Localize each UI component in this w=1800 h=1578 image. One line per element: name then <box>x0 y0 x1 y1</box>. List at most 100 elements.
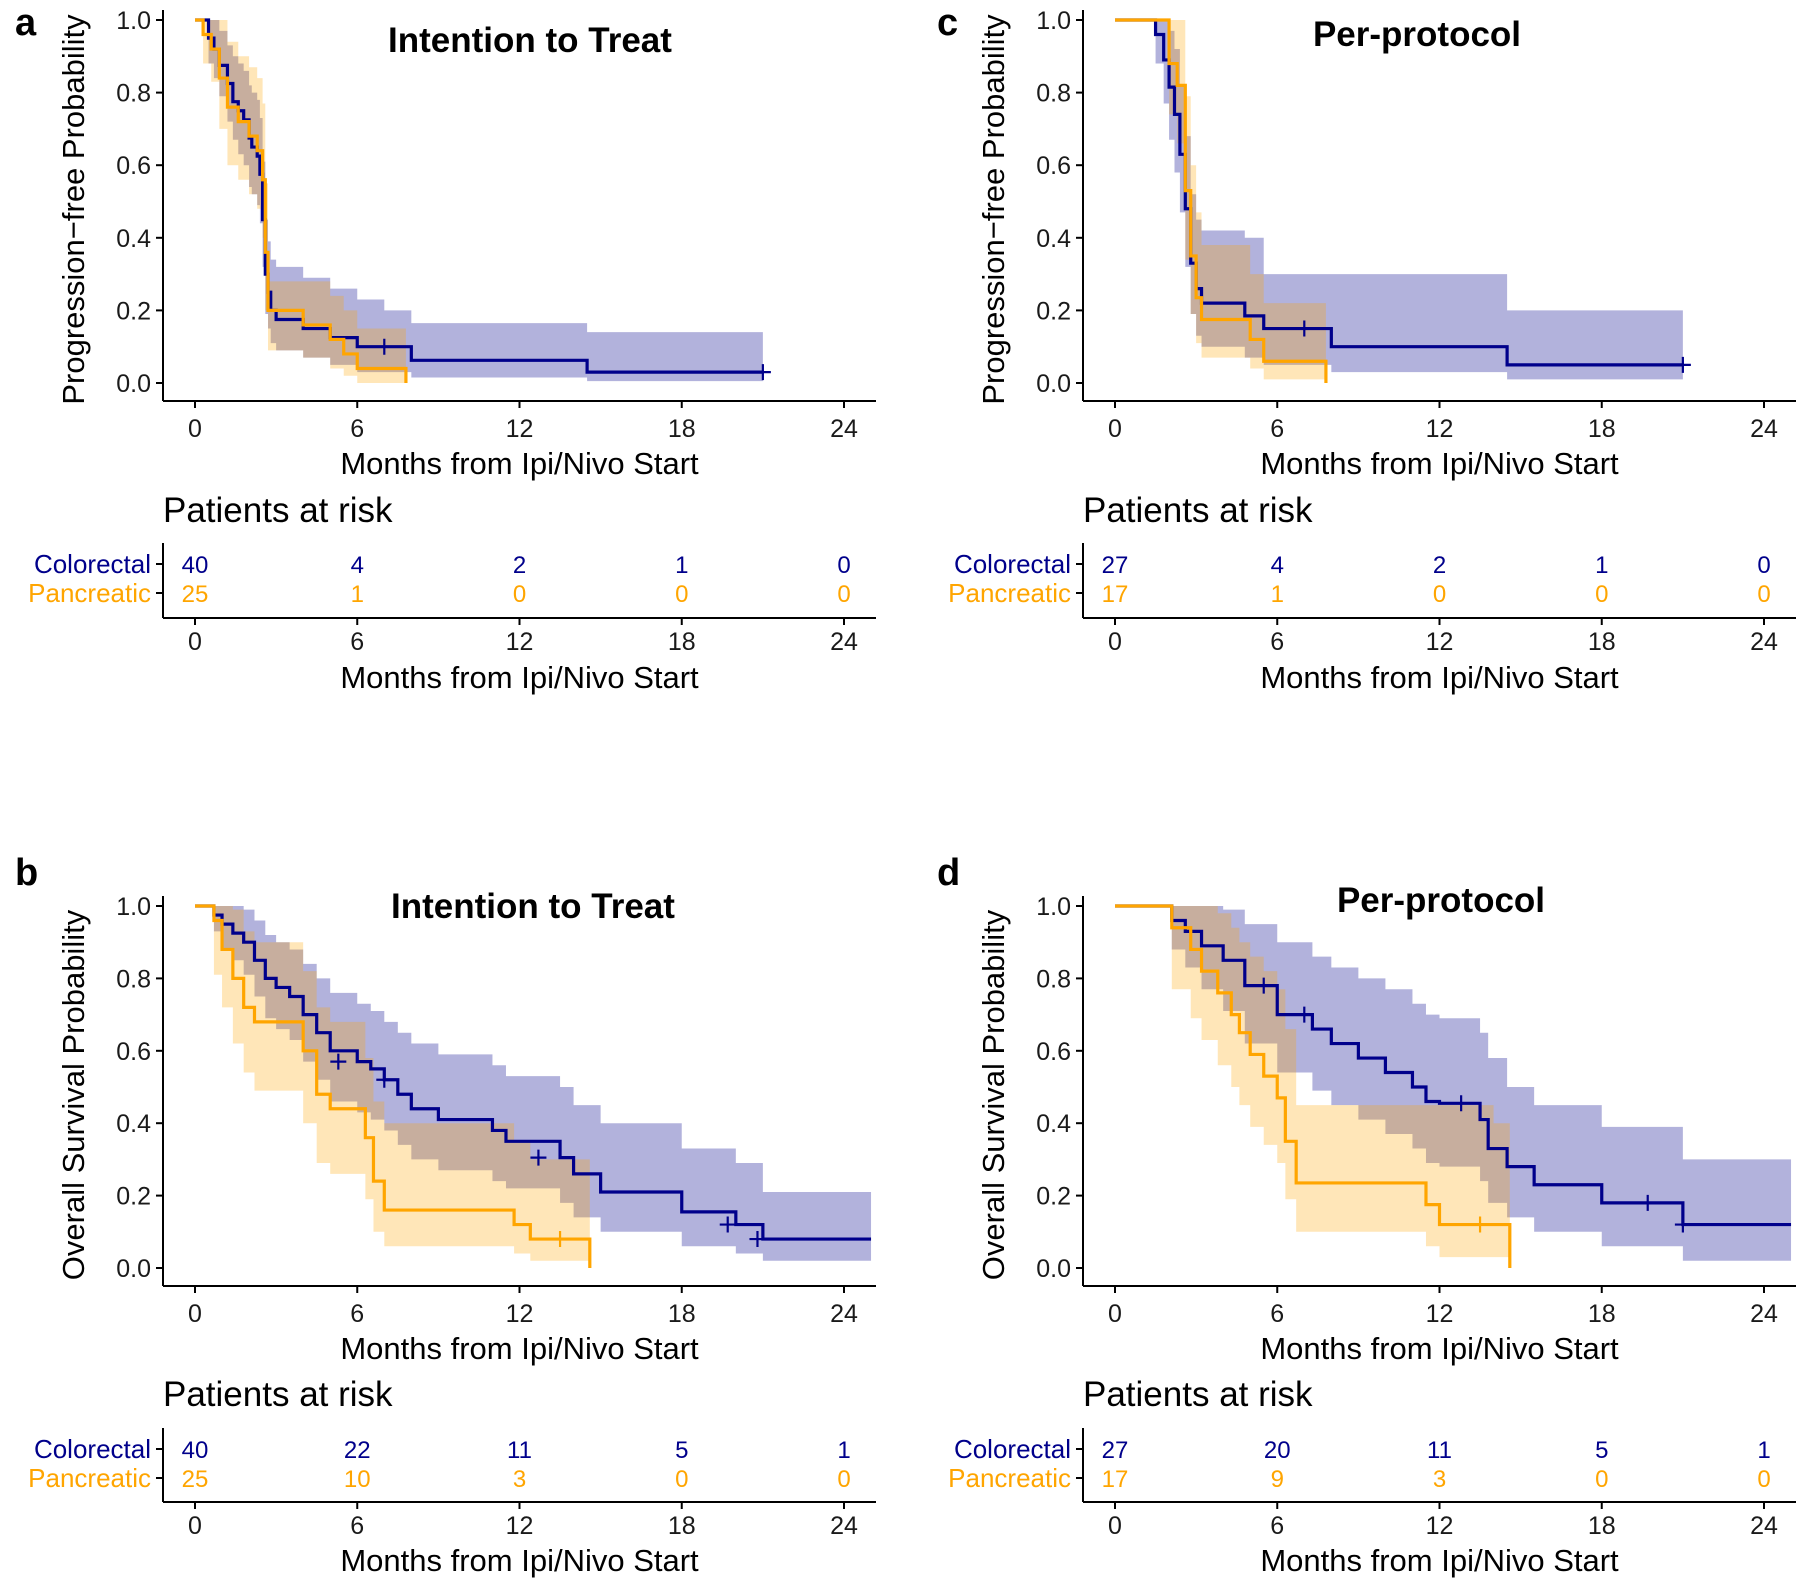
risk-x-tick-label: 0 <box>1108 628 1122 656</box>
risk-count: 40 <box>182 552 209 579</box>
y-tick-label: 0.8 <box>116 80 151 108</box>
risk-x-tick-label: 24 <box>1750 1512 1778 1540</box>
x-axis-label: Months from Ipi/Nivo Start <box>340 446 699 481</box>
y-tick-label: 0.0 <box>116 370 151 398</box>
risk-x-tick-label: 24 <box>1750 628 1778 656</box>
risk-count: 3 <box>513 1466 526 1493</box>
censor-mark <box>1296 1006 1313 1023</box>
panel-title: Intention to Treat <box>388 21 672 60</box>
risk-x-axis-label: Months from Ipi/Nivo Start <box>1260 660 1619 695</box>
y-tick-label: 0.6 <box>1036 152 1071 180</box>
censor-mark <box>719 1216 736 1233</box>
y-tick-label: 0.4 <box>1036 225 1071 253</box>
censor-mark <box>376 338 393 355</box>
y-axis-label: Overall Survival Probability <box>976 909 1011 1280</box>
censor-mark <box>552 1231 569 1248</box>
y-tick-label: 0.8 <box>1036 80 1071 108</box>
ci-band-colorectal <box>1115 20 1683 380</box>
ci-band-pancreatic <box>195 20 406 383</box>
x-tick-label: 12 <box>1426 415 1454 443</box>
risk-count: 0 <box>1595 1466 1608 1493</box>
x-tick-label: 6 <box>1270 415 1284 443</box>
risk-x-tick-label: 0 <box>188 628 202 656</box>
km-curve-pancreatic <box>195 18 408 383</box>
y-tick-label: 1.0 <box>1036 893 1071 921</box>
y-tick-label: 0.0 <box>116 1255 151 1283</box>
risk-count: 1 <box>1271 581 1284 608</box>
risk-x-tick-label: 12 <box>506 628 534 656</box>
risk-count: 2 <box>1433 552 1446 579</box>
y-tick-label: 0.8 <box>116 965 151 993</box>
y-tick-label: 0.2 <box>1036 297 1071 325</box>
x-tick-label: 12 <box>506 415 534 443</box>
y-tick-label: 0.4 <box>116 1110 151 1138</box>
risk-x-tick-label: 12 <box>506 1512 534 1540</box>
risk-count: 20 <box>1264 1437 1291 1464</box>
y-tick-label: 1.0 <box>116 893 151 921</box>
panel-title: Intention to Treat <box>391 887 675 926</box>
km-curve-pancreatic <box>195 904 592 1268</box>
risk-count: 0 <box>837 552 850 579</box>
censor-mark <box>330 1053 347 1070</box>
km-curve-colorectal <box>195 18 763 374</box>
panel-title: Per-protocol <box>1313 15 1521 54</box>
risk-count: 4 <box>1271 552 1284 579</box>
y-tick-label: 0.8 <box>1036 965 1071 993</box>
y-tick-label: 1.0 <box>116 7 151 35</box>
risk-group-label: Colorectal <box>954 1434 1071 1464</box>
risk-count: 25 <box>182 1466 209 1493</box>
x-tick-label: 6 <box>1270 1300 1284 1328</box>
risk-x-tick-label: 18 <box>668 628 696 656</box>
panel-b: b Intention to Treat 0.0 0.2 0.4 0.6 0.8 1.0 0 6 1… <box>15 852 876 1578</box>
x-axis-label: Months from Ipi/Nivo Start <box>1260 446 1619 481</box>
risk-count: 25 <box>182 581 209 608</box>
risk-count: 0 <box>1757 1466 1770 1493</box>
censor-mark <box>754 364 771 381</box>
risk-count: 1 <box>351 581 364 608</box>
y-axis-label: Progression−free Probability <box>56 14 91 405</box>
x-tick-label: 18 <box>668 415 696 443</box>
risk-x-axis-label: Months from Ipi/Nivo Start <box>340 660 699 695</box>
km-curve-colorectal <box>195 904 872 1241</box>
x-tick-label: 24 <box>830 415 858 443</box>
risk-count: 11 <box>1427 1437 1452 1464</box>
y-tick-label: 1.0 <box>1036 7 1071 35</box>
risk-x-tick-label: 0 <box>188 1512 202 1540</box>
risk-x-tick-label: 0 <box>1108 1512 1122 1540</box>
risk-count: 10 <box>344 1466 371 1493</box>
risk-count: 1 <box>1595 552 1608 579</box>
risk-group-label: Pancreatic <box>28 1463 151 1493</box>
risk-x-tick-label: 6 <box>350 1512 364 1540</box>
panel-d: d Per-protocol 0.0 0.2 0.4 0.6 0.8 1.0 0 6 12 18 24 O… <box>937 852 1796 1578</box>
risk-count: 27 <box>1102 1437 1129 1464</box>
x-tick-label: 24 <box>830 1300 858 1328</box>
risk-x-tick-label: 24 <box>830 628 858 656</box>
panel-title: Per-protocol <box>1337 881 1545 920</box>
y-tick-label: 0.2 <box>1036 1183 1071 1211</box>
censor-mark <box>1674 356 1691 373</box>
panel-letter: a <box>15 2 37 44</box>
risk-count: 0 <box>1757 581 1770 608</box>
risk-table-title: Patients at risk <box>163 491 393 530</box>
censor-mark <box>376 1071 393 1088</box>
risk-count: 0 <box>837 1466 850 1493</box>
panel-a: a Intention to Treat 0.0 0.2 0.4 0.6 0.8 1.0 0 6 1… <box>15 2 876 695</box>
ci-band-colorectal <box>1115 906 1792 1261</box>
x-tick-label: 18 <box>1588 415 1616 443</box>
risk-group-label: Pancreatic <box>948 1463 1071 1493</box>
y-axis-label: Progression−free Probability <box>976 14 1011 405</box>
panel-letter: c <box>937 2 958 44</box>
risk-x-tick-label: 18 <box>1588 628 1616 656</box>
risk-count: 3 <box>1433 1466 1446 1493</box>
risk-x-tick-label: 18 <box>668 1512 696 1540</box>
x-tick-label: 0 <box>1108 415 1122 443</box>
x-tick-label: 12 <box>506 1300 534 1328</box>
censor-mark <box>530 1149 547 1166</box>
y-tick-label: 0.6 <box>116 1038 151 1066</box>
ci-band-pancreatic <box>1115 906 1510 1268</box>
x-tick-label: 12 <box>1426 1300 1454 1328</box>
censor-mark <box>1639 1194 1656 1211</box>
risk-group-label: Colorectal <box>34 1434 151 1464</box>
ci-band-colorectal <box>195 20 763 382</box>
